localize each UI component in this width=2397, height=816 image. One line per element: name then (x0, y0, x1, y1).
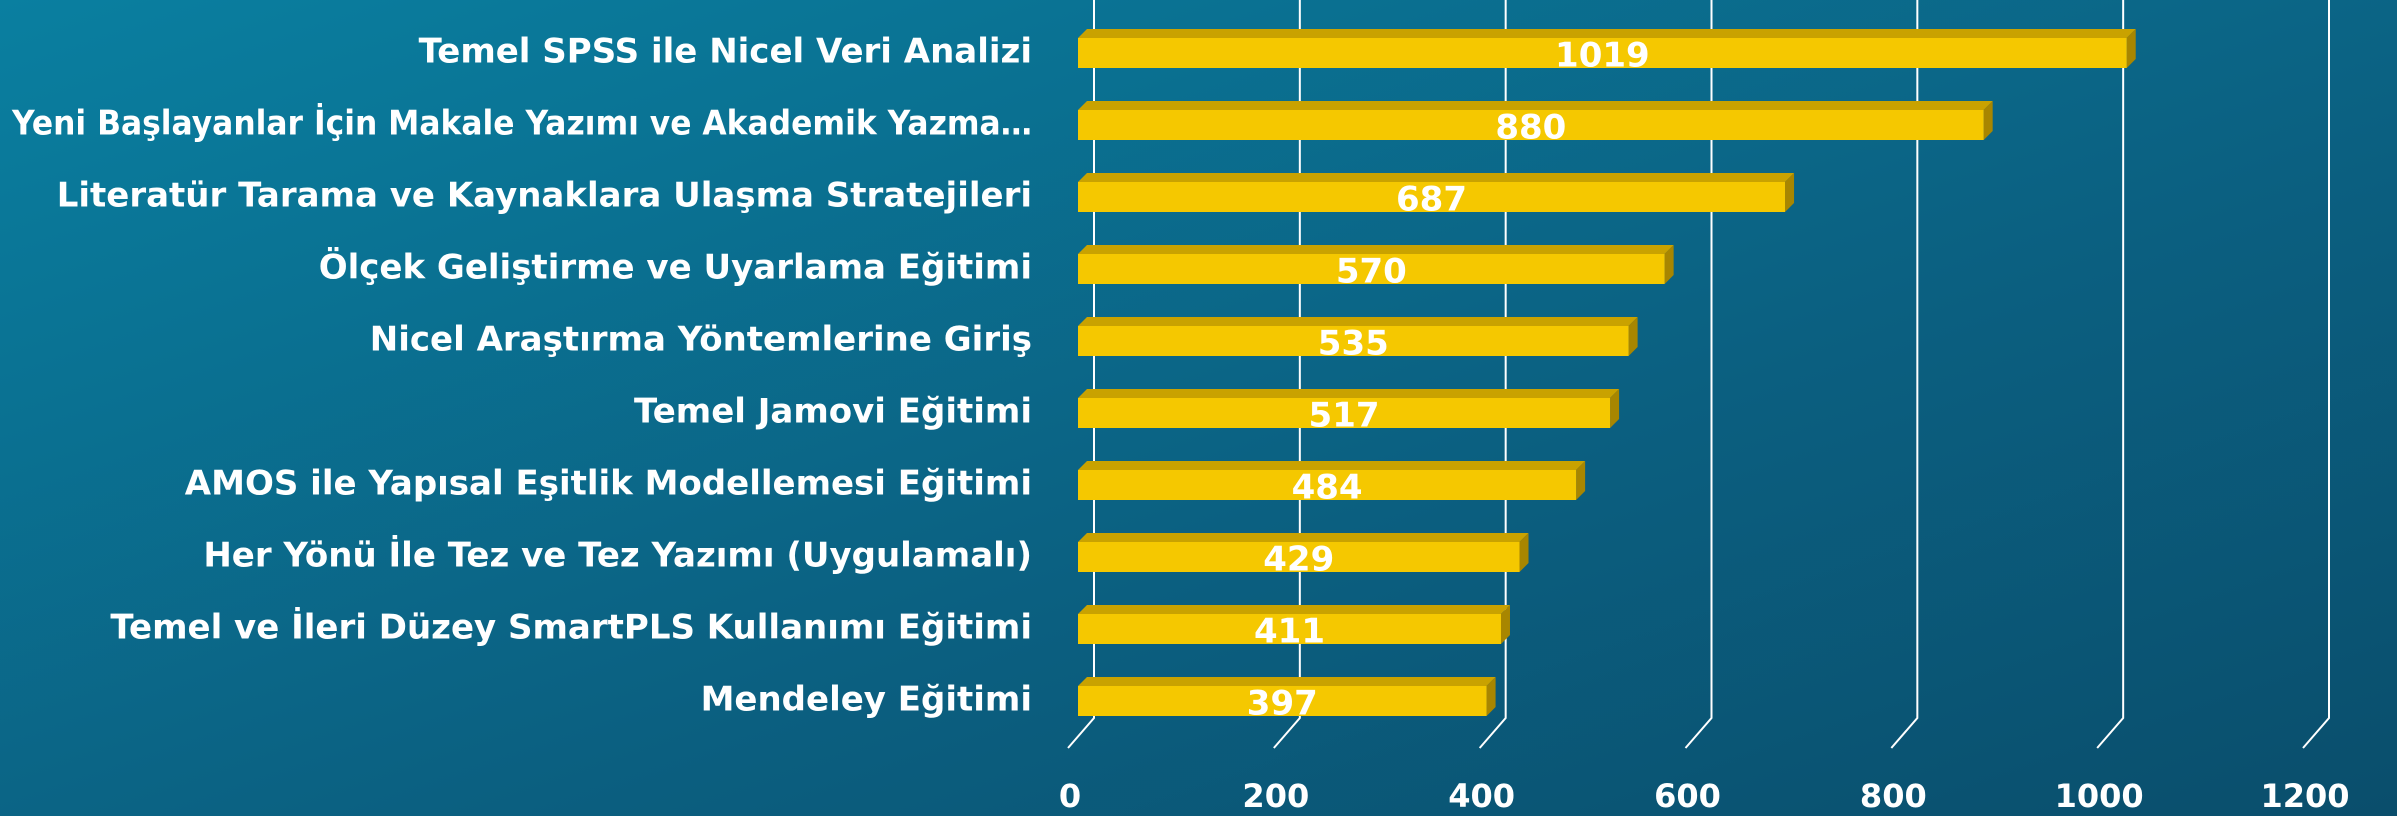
x-tick-label: 400 (1448, 777, 1515, 815)
bar (1078, 614, 1501, 644)
y-tick-label: Nicel Araştırma Yöntemlerine Giriş (370, 320, 1032, 360)
grid-line (1890, 0, 1919, 749)
bar-top (1078, 29, 2136, 38)
bar (1078, 254, 1665, 284)
bar-side (1664, 245, 1674, 284)
bar (1078, 542, 1520, 572)
x-tick-label: 600 (1654, 777, 1721, 815)
bar-top (1078, 605, 1510, 614)
bar (1078, 38, 2127, 68)
bar-top (1078, 101, 1993, 110)
bar-side (2126, 29, 2136, 68)
bar-top (1078, 533, 1529, 542)
x-tick-label: 200 (1242, 777, 1309, 815)
bar-side (1576, 461, 1586, 500)
data-label: 687 (1396, 180, 1467, 220)
y-tick-label: Temel Jamovi Eğitimi (634, 392, 1032, 432)
bar-side (1519, 533, 1529, 572)
data-label: 1019 (1555, 36, 1650, 76)
bar (1078, 470, 1577, 500)
bar-top (1078, 245, 1674, 254)
x-tick-label: 1000 (2055, 777, 2144, 815)
bar (1078, 182, 1786, 212)
bar-side (1610, 389, 1620, 428)
y-tick-label: Mendeley Eğitimi (701, 680, 1032, 720)
x-tick-label: 1200 (2260, 777, 2349, 815)
bar-top (1078, 461, 1586, 470)
bar-side (1628, 317, 1638, 356)
data-label: 570 (1336, 252, 1407, 292)
bar-top (1078, 173, 1795, 182)
bar (1078, 110, 1984, 140)
grid-line (2096, 0, 2125, 749)
x-tick-label: 800 (1860, 777, 1927, 815)
y-tick-label: Literatür Tarama ve Kaynaklara Ulaşma St… (57, 176, 1032, 216)
data-label: 429 (1263, 540, 1334, 580)
bar-side (1500, 605, 1510, 644)
bar (1078, 326, 1629, 356)
grid-line (1067, 0, 1095, 749)
bar (1078, 686, 1487, 716)
data-label: 535 (1318, 324, 1389, 364)
grid-line (1273, 0, 1301, 749)
bar-side (1983, 101, 1993, 140)
y-tick-label: Her Yönü İle Tez ve Tez Yazımı (Uygulama… (203, 535, 1032, 576)
y-tick-label: Ölçek Geliştirme ve Uyarlama Eğitimi (319, 247, 1032, 288)
data-label: 484 (1292, 468, 1363, 508)
bar (1078, 398, 1611, 428)
bar-top (1078, 317, 1638, 326)
y-tick-label: Temel ve İleri Düzey SmartPLS Kullanımı … (110, 607, 1032, 648)
x-tick-label: 0 (1059, 777, 1081, 815)
y-tick-label: AMOS ile Yapısal Eşitlik Modellemesi Eği… (185, 464, 1032, 504)
grid-line (2302, 0, 2330, 749)
bar-side (1785, 173, 1795, 212)
data-label: 880 (1495, 108, 1566, 148)
grid-line (1684, 0, 1713, 749)
data-label: 397 (1247, 684, 1318, 724)
bar-top (1078, 677, 1496, 686)
y-tick-label: Yeni Başlayanlar İçin Makale Yazımı ve A… (11, 103, 1032, 144)
bar-side (1486, 677, 1496, 716)
y-tick-label: Temel SPSS ile Nicel Veri Analizi (419, 32, 1032, 72)
grid-line (1478, 0, 1507, 749)
data-label: 411 (1254, 612, 1325, 652)
data-label: 517 (1309, 396, 1380, 436)
bar-top (1078, 389, 1620, 398)
